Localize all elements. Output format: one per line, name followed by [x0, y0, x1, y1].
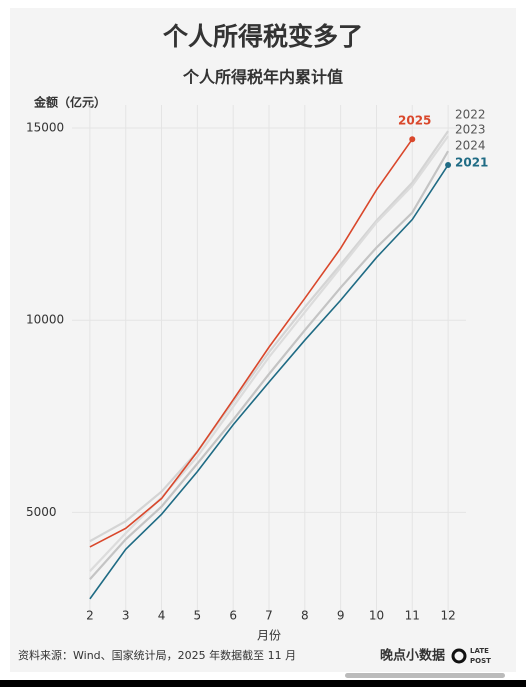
x-tick-label: 7	[265, 609, 273, 623]
logo-text: POST	[470, 657, 491, 665]
x-tick-label: 8	[301, 609, 309, 623]
x-tick-label: 10	[369, 609, 384, 623]
x-tick-label: 2	[86, 609, 94, 623]
legend-label: 2022	[455, 108, 486, 122]
chart-subtitle: 个人所得税年内累计值	[182, 68, 343, 87]
x-tick-label: 6	[229, 609, 237, 623]
legend-label: 2024	[455, 139, 486, 153]
end-point	[409, 136, 416, 143]
y-axis-label: 金额（亿元）	[33, 95, 106, 110]
legend-label: 2025	[398, 114, 431, 128]
x-axis-label: 月份	[257, 629, 281, 643]
series-line	[89, 150, 450, 580]
bottom-bar	[0, 680, 526, 687]
legend-label: 2023	[455, 123, 486, 137]
x-tick-label: 9	[337, 609, 345, 623]
y-tick-label: 10000	[26, 313, 64, 327]
y-tick-label: 5000	[26, 505, 57, 519]
end-point	[445, 161, 452, 168]
series-line	[89, 130, 449, 543]
panel	[10, 8, 516, 672]
x-tick-label: 5	[194, 609, 202, 623]
brand: 晚点小数据	[380, 648, 445, 664]
series-line	[89, 164, 449, 600]
x-tick-label: 3	[122, 609, 130, 623]
series-line	[89, 138, 413, 548]
chart-title: 个人所得税变多了	[163, 22, 363, 51]
x-tick-label: 11	[405, 609, 420, 623]
source: 资料来源：Wind、国家统计局，2025 年数据截至 11 月	[18, 648, 296, 662]
y-tick-label: 15000	[26, 121, 64, 135]
logo-ring	[451, 648, 467, 664]
logo-text: LATE	[470, 647, 489, 655]
x-tick-label: 4	[158, 609, 166, 623]
scrollbar[interactable]	[345, 673, 505, 678]
x-tick-label: 12	[440, 609, 455, 623]
legend-label: 2021	[455, 156, 488, 170]
